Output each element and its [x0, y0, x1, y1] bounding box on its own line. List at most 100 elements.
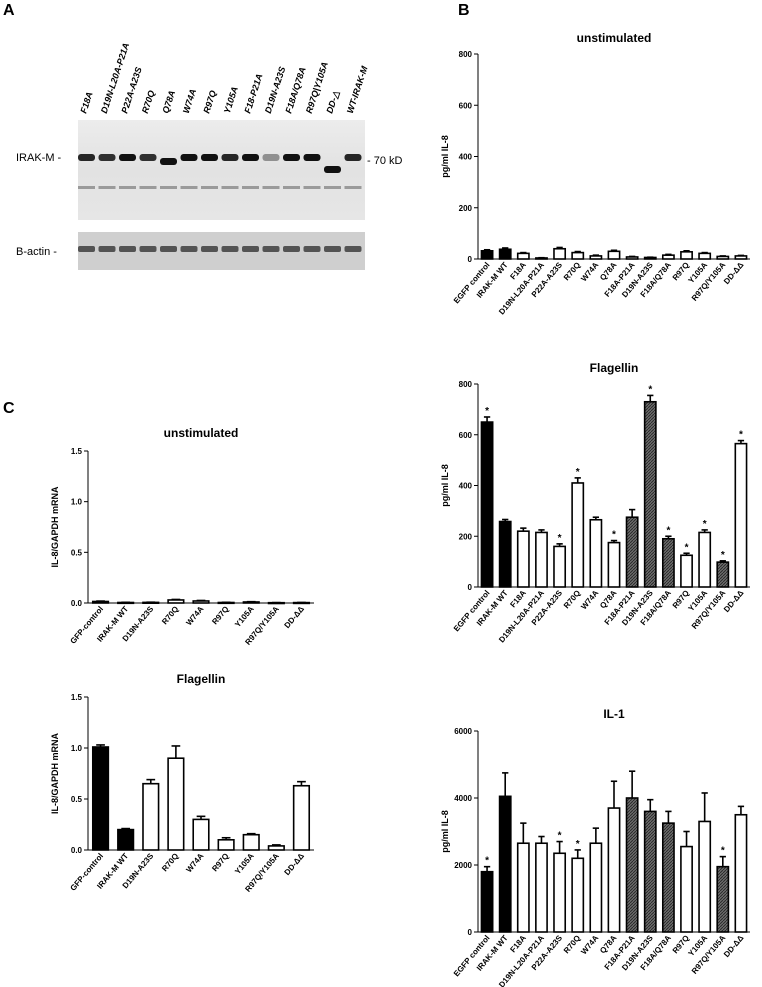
x-category-label: DD-ΔΔ [283, 851, 307, 877]
bar [625, 797, 639, 933]
nonspecific-band [303, 186, 321, 189]
bar [571, 482, 585, 588]
y-tick-label: 4000 [454, 794, 472, 803]
bar [734, 255, 748, 260]
bar [643, 810, 657, 933]
x-category-label: W74A [184, 851, 205, 874]
actin-band [160, 246, 177, 252]
irak-m-band [262, 154, 280, 161]
y-tick-label: 800 [459, 380, 473, 389]
bar [535, 531, 548, 588]
blot-irak-m-membrane [78, 120, 365, 220]
bar [142, 782, 160, 851]
y-axis-label: IL-8/GAPDH mRNA [50, 733, 60, 815]
blot-lane-label: R70Q [140, 89, 157, 114]
bar [516, 530, 530, 588]
significance-star: * [485, 856, 489, 867]
y-tick-label: 0 [468, 928, 473, 937]
bar [589, 518, 603, 588]
bar [91, 746, 110, 851]
x-category-label: R70Q [562, 261, 582, 283]
y-axis-label: pg/ml IL-8 [440, 464, 450, 507]
significance-star: * [576, 467, 580, 478]
x-category-label: DD-ΔΔ [722, 260, 746, 286]
blot-lane-label: W74A [181, 88, 198, 115]
actin-band [344, 246, 362, 252]
actin-band [180, 246, 198, 252]
irak-m-band [201, 154, 218, 161]
significance-star: * [685, 542, 689, 553]
y-tick-label: 6000 [454, 727, 472, 736]
bar [734, 442, 748, 588]
y-tick-label: 0.5 [71, 795, 83, 804]
bar [716, 865, 730, 933]
nonspecific-band [283, 186, 300, 189]
significance-star: * [558, 533, 562, 544]
bar [625, 256, 639, 260]
significance-star: * [485, 406, 489, 417]
nonspecific-band [324, 186, 341, 189]
nonspecific-band [344, 186, 362, 189]
significance-star: * [648, 384, 652, 395]
bar [498, 520, 512, 588]
x-category-label: Y105A [233, 604, 256, 629]
bar [734, 813, 748, 933]
bar [192, 600, 210, 604]
blot-lane-label: F18A/Q78A [283, 66, 307, 115]
irak-m-band [221, 154, 239, 161]
bar [242, 833, 260, 851]
irak-m-band [98, 154, 116, 161]
bar [607, 250, 621, 260]
chart-title: Flagellin [177, 672, 226, 686]
y-tick-label: 0.0 [71, 599, 83, 608]
actin-band [119, 246, 136, 252]
y-tick-label: 1.0 [71, 498, 83, 507]
x-category-label: W74A [579, 933, 600, 956]
significance-star: * [576, 839, 580, 850]
bar [589, 255, 603, 260]
y-tick-label: 0 [468, 583, 473, 592]
nonspecific-band [242, 186, 259, 189]
nonspecific-band [221, 186, 239, 189]
blot-actin-label: B-actin - [16, 246, 57, 258]
bar [698, 820, 712, 933]
blot-lane-label: P22A-A23S [119, 66, 143, 115]
bar [716, 561, 730, 588]
blot-lane-label: R97Q [201, 89, 218, 114]
nonspecific-band [98, 186, 116, 189]
x-category-label: W74A [184, 604, 205, 627]
bar [625, 516, 639, 588]
x-category-label: R70Q [160, 605, 180, 627]
blot-lane-label: F18A [78, 91, 94, 115]
bar [698, 252, 712, 260]
bar [698, 531, 712, 588]
actin-band [78, 246, 95, 252]
bar [117, 828, 135, 851]
bar [498, 248, 512, 260]
bar [680, 554, 693, 588]
x-category-label: W74A [579, 588, 600, 611]
bar [716, 255, 730, 260]
blot-lane-label: D19N-A23S [263, 65, 288, 114]
chart-title: IL-1 [603, 707, 625, 721]
bar [480, 870, 494, 933]
bar [661, 254, 675, 260]
actin-band [201, 246, 218, 252]
nonspecific-band [201, 186, 218, 189]
x-category-label: R70Q [562, 589, 582, 611]
significance-star: * [558, 831, 562, 842]
y-tick-label: 1.5 [71, 447, 83, 456]
significance-star: * [703, 519, 707, 530]
bar [267, 845, 285, 851]
bar [192, 818, 210, 851]
y-tick-label: 200 [459, 204, 473, 213]
bar [553, 852, 567, 933]
irak-m-band [139, 154, 157, 161]
blot-lane-label: Q78A [160, 89, 177, 114]
y-tick-label: 0.5 [71, 548, 83, 557]
y-tick-label: 0 [468, 255, 473, 264]
